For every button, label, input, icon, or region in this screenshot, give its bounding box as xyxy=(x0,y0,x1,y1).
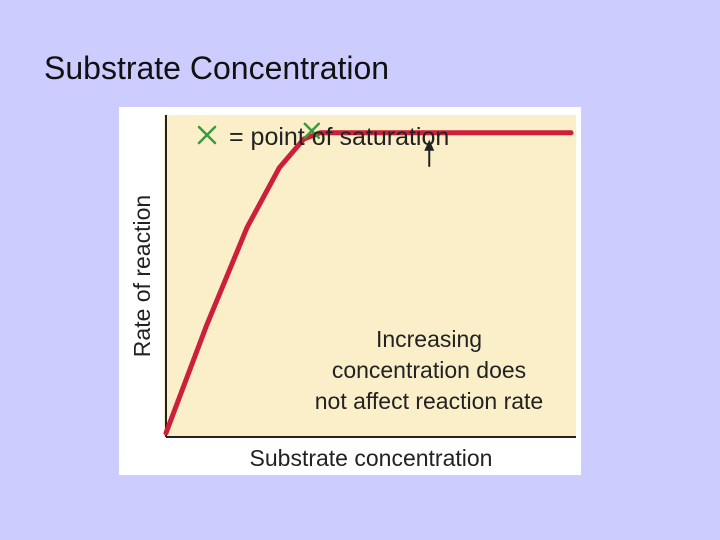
x-axis-label: Substrate concentration xyxy=(250,445,493,471)
rate-curve xyxy=(163,130,574,436)
saturation-marker xyxy=(303,122,321,140)
cross-stroke-2 xyxy=(197,125,217,145)
legend-text: = point of saturation xyxy=(229,123,449,151)
cross-stroke-2 xyxy=(303,122,321,140)
plot-background xyxy=(164,115,576,437)
y-axis-label: Rate of reaction xyxy=(129,195,155,357)
annotation-arrow-head xyxy=(424,139,435,151)
chart-figure: = point of saturation Increasing concent… xyxy=(119,107,581,475)
chart-svg: = point of saturation Increasing concent… xyxy=(129,115,576,471)
slide-title: Substrate Concentration xyxy=(44,50,390,86)
annotation-line-2: concentration does xyxy=(332,357,526,383)
annotation-line-1: Increasing xyxy=(376,326,482,352)
annotation-line-3: not affect reaction rate xyxy=(315,388,543,414)
legend-marker-icon xyxy=(197,125,217,145)
